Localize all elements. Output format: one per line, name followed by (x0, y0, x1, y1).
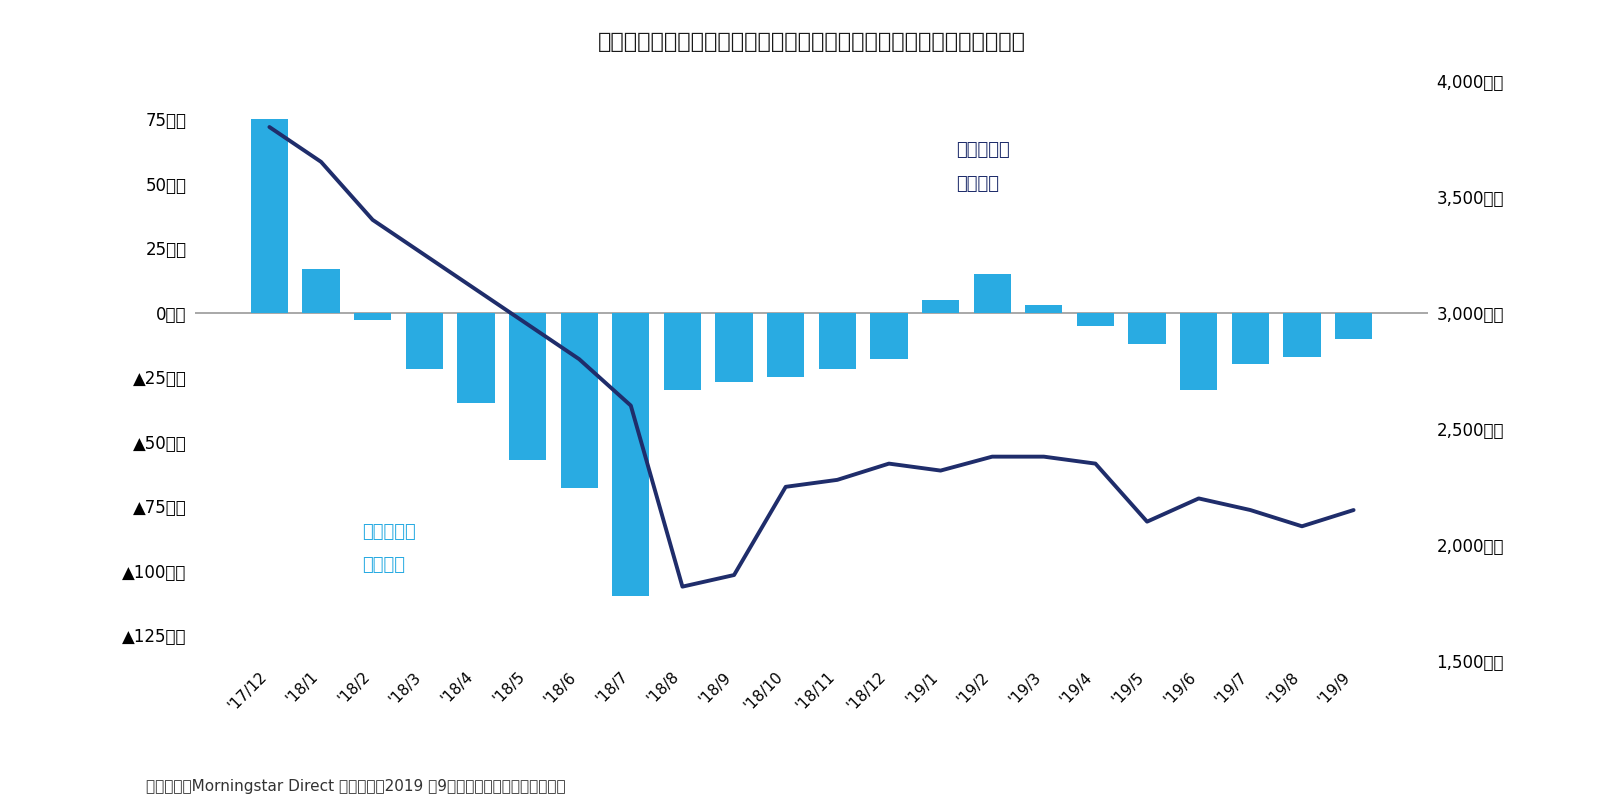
Bar (406, 313, 443, 369)
Text: 資金流出入: 資金流出入 (362, 523, 415, 541)
Text: （右軸）: （右軸） (956, 175, 1000, 193)
Bar (1180, 313, 1217, 390)
Bar (664, 313, 701, 390)
Bar (1026, 305, 1063, 313)
Text: （左軸）: （左軸） (362, 556, 406, 575)
Bar (612, 313, 649, 596)
Bar (560, 313, 597, 488)
Bar (922, 300, 959, 313)
Text: 級資産総額: 級資産総額 (956, 141, 1010, 160)
Bar (870, 313, 907, 359)
Bar (302, 269, 339, 313)
Bar (1128, 313, 1165, 343)
Text: 》図表５》トルコ･リラ通貨選択型ファンドの資金流出入と級資産総額: 》図表５》トルコ･リラ通貨選択型ファンドの資金流出入と級資産総額 (597, 32, 1026, 52)
Bar (974, 274, 1011, 313)
Bar (716, 313, 753, 382)
Bar (1336, 313, 1371, 339)
Bar (818, 313, 855, 369)
Bar (510, 313, 545, 459)
Bar (768, 313, 805, 377)
Bar (458, 313, 495, 403)
Bar (252, 119, 287, 313)
Bar (1284, 313, 1321, 356)
Bar (1078, 313, 1113, 326)
Text: （資料）　Morningstar Direct より作成　2019 年9月の資金流出入のみ推計値。: （資料） Morningstar Direct より作成 2019 年9月の資金… (146, 779, 566, 794)
Bar (1232, 313, 1269, 364)
Bar (354, 313, 391, 321)
